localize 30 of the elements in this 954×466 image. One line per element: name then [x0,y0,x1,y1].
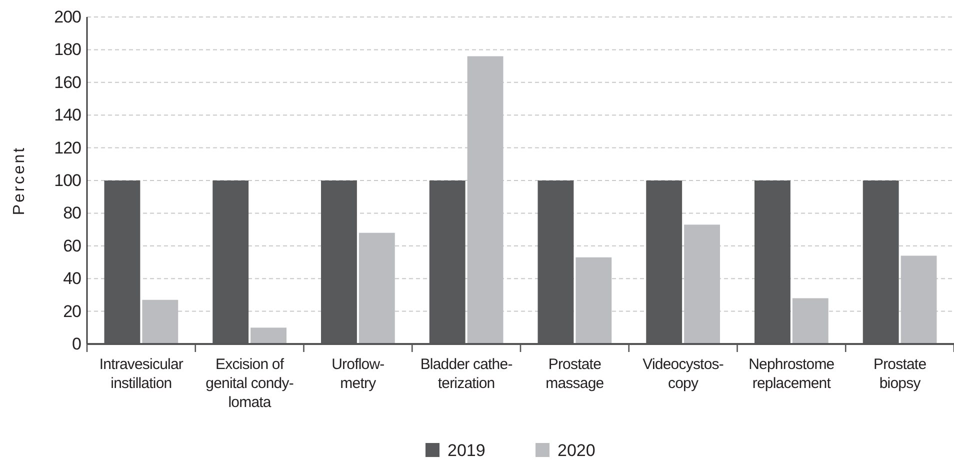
y-tick-label: 40 [63,269,82,288]
x-tick-label: Intravesicular instillation [99,356,184,392]
legend-label: 2020 [558,441,596,460]
x-tick-label: Prostate massage [546,356,604,392]
bar [900,256,937,344]
y-axis-title: Percent [11,146,28,216]
x-tick-label: Prostate biopsy [873,356,926,392]
x-tick-label: Nephrostome replacement [748,356,834,392]
bar [250,328,286,344]
bar [792,298,828,344]
legend-label: 2019 [448,441,486,460]
y-tick-label: 160 [54,72,82,92]
bar [467,56,504,344]
x-tick-label: Bladder cathe- terization [420,356,513,392]
x-tick-label: Uroflow- metry [332,356,385,392]
y-tick-label: 60 [63,236,82,256]
y-tick-label: 200 [54,7,82,26]
x-tick-label: Excision of genital condy- lomata [206,356,294,411]
y-tick-label: 180 [54,40,82,60]
bar [142,300,178,344]
bar [358,232,395,344]
y-tick-label: 140 [54,106,82,125]
y-tick-label: 20 [63,302,82,321]
y-tick-label: 100 [54,170,82,190]
x-tick-label: Videocystos- copy [642,356,724,392]
bar [576,257,612,344]
y-tick-label: 80 [63,204,82,223]
bar [684,224,720,344]
y-tick-label: 0 [72,334,82,354]
y-tick-label: 120 [54,138,82,158]
